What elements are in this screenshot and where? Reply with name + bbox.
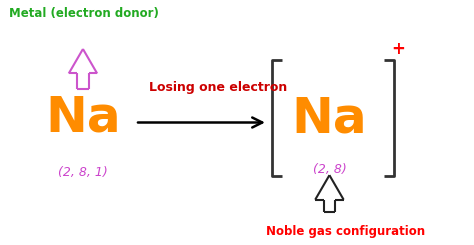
Text: Metal (electron donor): Metal (electron donor) bbox=[9, 7, 159, 20]
Text: Na: Na bbox=[45, 94, 121, 142]
Text: (2, 8, 1): (2, 8, 1) bbox=[58, 166, 108, 179]
Text: Losing one electron: Losing one electron bbox=[149, 81, 287, 94]
Text: Na: Na bbox=[292, 95, 367, 143]
Text: +: + bbox=[391, 40, 405, 58]
Text: Noble gas configuration: Noble gas configuration bbox=[266, 225, 426, 238]
Text: (2, 8): (2, 8) bbox=[312, 162, 346, 176]
